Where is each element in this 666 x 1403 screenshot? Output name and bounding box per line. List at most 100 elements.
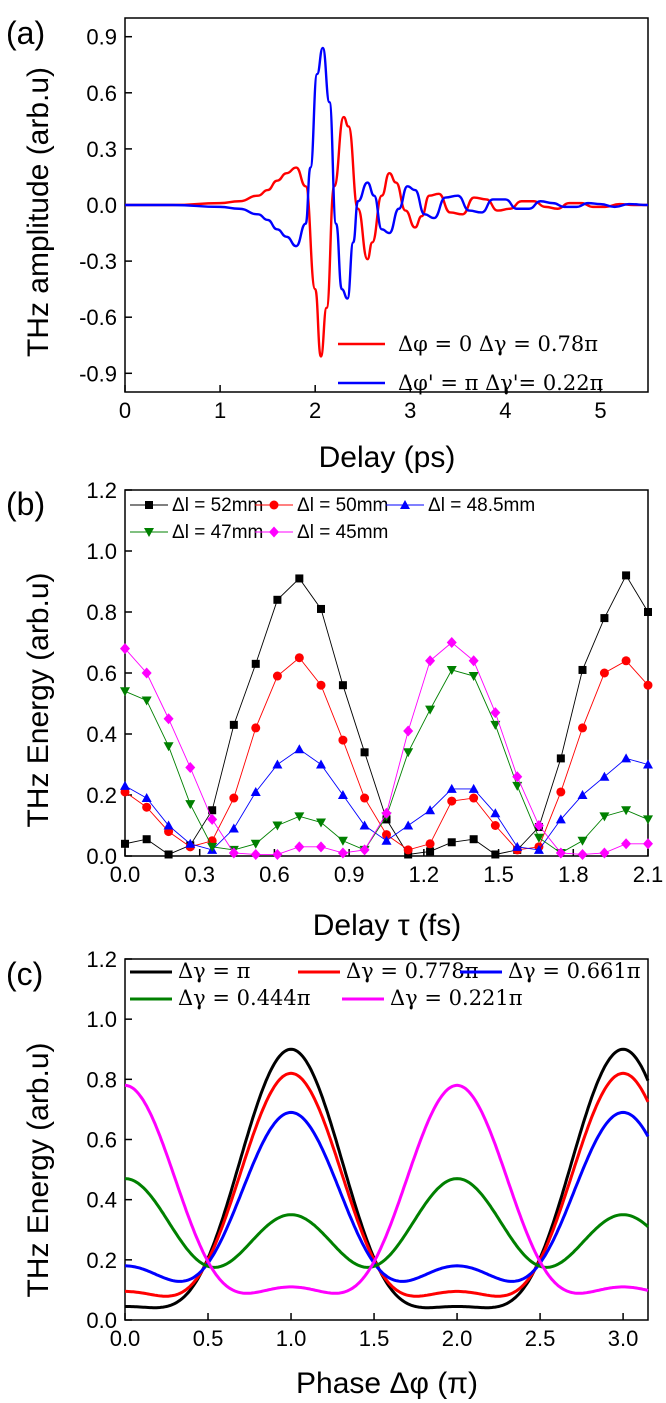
panel-b-series-4-point	[359, 844, 370, 856]
panel-c-series-2-line	[124, 1110, 650, 1283]
panel-b-series-3-point	[468, 672, 479, 682]
panel-c-xlabel: Phase Δφ (π)	[296, 1367, 478, 1400]
panel-b-series-4-point	[425, 655, 436, 667]
panel-b-legend-1-label: Δl = 50mm	[297, 495, 388, 516]
panel-c-xtick-label: 2.0	[442, 1326, 473, 1351]
panel-b-frame	[124, 489, 649, 857]
panel-b-xtick-label: 0.3	[184, 862, 215, 887]
panel-b-series-2-point	[141, 793, 152, 803]
panel-b-legend-2-swatch-marker	[400, 500, 410, 509]
panel-b-ytick-label: 1.0	[86, 539, 117, 564]
panel-b-xlabel: Delay τ (fs)	[313, 909, 462, 942]
panel-c-legend-2-label: Δγ = 0.661π	[508, 959, 641, 983]
panel-b-series-2-point	[599, 771, 610, 781]
panel-b-series-2-point	[425, 805, 436, 815]
panel-b-series-3-point	[185, 800, 196, 810]
panel-b-ytick-label: 0.8	[86, 600, 117, 625]
panel-b-series-0-point	[317, 604, 326, 613]
panel-b-legend-1-swatch-marker	[269, 500, 279, 510]
panel-a-legend-blue-label: Δφ' = π Δγ'= 0.22π	[398, 371, 604, 395]
panel-c-legend-0-label: Δγ = π	[178, 959, 251, 983]
panel-b-series-3-point	[250, 839, 261, 849]
panel-b-series-0-point	[338, 681, 347, 690]
panel-b-series-4-point	[533, 820, 544, 831]
panel-b-series-0-point	[360, 748, 369, 757]
panel-b-series-0-point	[447, 838, 456, 847]
panel-b-series-2-point	[228, 823, 239, 833]
panel-b-series-4-point	[207, 813, 218, 825]
panel-c-ytick-label: 0.6	[86, 1128, 117, 1153]
panel-b-legend-3-label: Δl = 47mm	[172, 522, 263, 543]
panel-b-series-0-point	[273, 595, 282, 604]
panel-b-series-4-point	[120, 643, 130, 655]
panel-b-series-4-point	[577, 848, 588, 860]
panel-b-series-4-point	[490, 707, 501, 719]
panel-b-series-0-point	[469, 835, 478, 844]
panel-b-legend-4-swatch-marker	[269, 526, 279, 538]
panel-b-series-2-point	[381, 835, 392, 845]
panel-b-series-1-point	[251, 723, 261, 733]
panel-b-series-0-point	[251, 659, 260, 668]
panel-b-series-1-point	[578, 723, 588, 733]
panel-b-series-0-point	[164, 850, 173, 859]
panel-a-xtick-label: 2	[309, 398, 321, 423]
panel-b-ytick-label: 0.6	[86, 661, 117, 686]
panel-b-series-1-point	[338, 735, 348, 745]
panel-b-series-1-point	[360, 793, 370, 803]
panel-c-ytick-label: 1.2	[86, 947, 117, 972]
panel-b-legend-0-swatch-marker	[145, 501, 153, 509]
panel-b-xtick-label: 1.8	[558, 862, 589, 887]
panel-b-series-2-point	[163, 820, 174, 830]
panel-b-series-4-point	[555, 847, 566, 859]
panel-c-legend-3-label: Δγ = 0.444π	[178, 986, 311, 1010]
panel-b-series-1-point	[316, 680, 326, 690]
panel-a-series-red-line	[125, 115, 648, 358]
panel-b-series-4-point	[250, 848, 261, 860]
panel-a-ytick-label: 0.6	[86, 81, 117, 106]
panel-c-xtick-label: 1.0	[276, 1326, 307, 1351]
panel-b-series-0-point	[208, 806, 217, 815]
panel-a-ytick-label: -0.6	[79, 305, 117, 330]
panel-b-series-3-point	[446, 665, 457, 675]
panel-b-series-2-point	[621, 753, 632, 763]
panel-c-series-4-line	[124, 1083, 649, 1295]
panel-b-series-4-point	[621, 838, 632, 850]
panel-a-xtick-label: 4	[499, 398, 511, 423]
panel-b-series-4-point	[403, 725, 414, 737]
panel-b-series-3-point	[621, 806, 632, 816]
panel-c-xtick-label: 0.0	[110, 1326, 141, 1351]
panel-b-series-3-point	[490, 720, 501, 730]
panel-b-series-3-point	[316, 818, 327, 828]
panel-b-series-1-point	[142, 802, 152, 812]
panel-a-ytick-label: 0.0	[86, 193, 117, 218]
panel-b-xtick-label: 0.9	[334, 862, 365, 887]
panel-b-series-2-point	[337, 790, 348, 799]
panel-b-xtick-label: 1.5	[483, 862, 514, 887]
panel-b-series-0-point	[600, 614, 609, 623]
panel-b-series-3-point	[141, 696, 152, 706]
panel-b-series-3-point	[207, 842, 218, 852]
panel-b-series-2-point	[316, 759, 327, 769]
panel-b-series-1-point	[294, 653, 304, 663]
panel-b-series-4-point	[381, 807, 392, 819]
panel-c-ytick-label: 1.0	[86, 1007, 117, 1032]
panel-c-ytick-label: 0.2	[86, 1248, 117, 1273]
panel-b-series-0-point	[121, 839, 129, 848]
panel-b-series-1-point	[403, 845, 413, 855]
panel-b-series-2-point	[533, 844, 544, 854]
panel-c-xtick-label: 2.5	[525, 1326, 556, 1351]
panel-b-series-4-point	[316, 841, 327, 853]
panel-b-ytick-label: 0.2	[86, 783, 117, 808]
panel-a-xtick-label: 0	[119, 398, 131, 423]
panel-b-series-4-point	[185, 762, 196, 774]
panel-b-series-0-point	[556, 754, 565, 763]
panel-b-series-4-point	[272, 848, 283, 860]
panel-b-series-4-point	[599, 847, 610, 859]
panel-c-xtick-label: 0.5	[193, 1326, 224, 1351]
panel-b-series-1-point	[643, 680, 653, 690]
panel-b-series-0-point	[295, 574, 304, 583]
panel-b-series-4-point	[228, 847, 239, 859]
panel-b-series-3-point	[533, 833, 544, 843]
panel-b-series-2-point	[512, 841, 523, 851]
panel-b-series-2-point	[185, 838, 196, 848]
